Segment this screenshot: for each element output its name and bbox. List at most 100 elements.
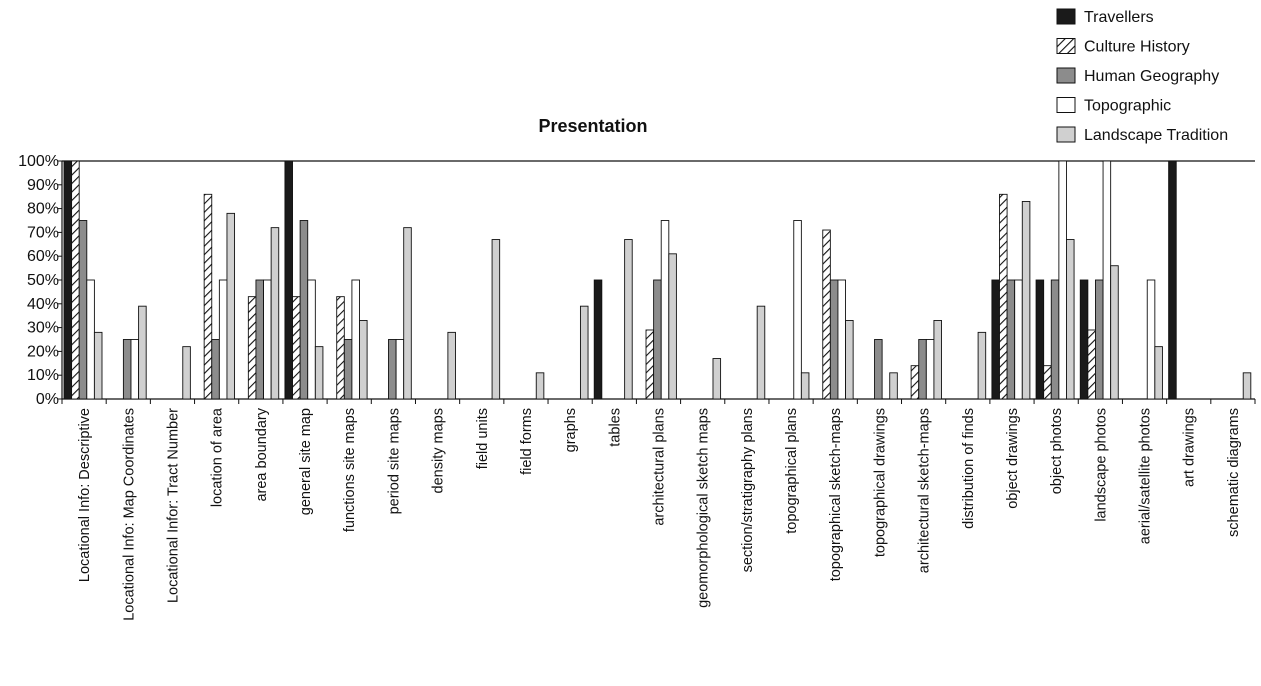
category-label: distribution of finds (961, 408, 977, 529)
bar-landscape-tradition (579, 305, 589, 400)
bar-human-geography (1095, 279, 1104, 400)
bar-landscape-tradition (403, 227, 412, 400)
y-axis-tick-labels: 0% 10% 20% 30% 40% 50% 60% 70% 80% 90% 100% (18, 153, 59, 408)
category-label: Locational Info: Descriptive (77, 408, 93, 582)
bar-culture-history (292, 296, 301, 400)
legend-label: Travellers (1084, 9, 1154, 26)
bar-topographic (130, 339, 140, 400)
category-label: location of area (210, 407, 226, 507)
bar-landscape-tradition (93, 331, 103, 400)
bar-culture-history (999, 193, 1008, 400)
legend-swatch (1056, 67, 1076, 84)
legend-label: Human Geography (1084, 68, 1219, 85)
category-label: topographical sketch-maps (828, 408, 844, 581)
category-label: topographical plans (784, 408, 800, 534)
bar-landscape-tradition (1066, 239, 1075, 400)
bar-human-geography (388, 339, 397, 400)
category-labels: Locational Info: Descriptive Locational I… (77, 407, 1242, 621)
bar-topographic (395, 339, 405, 400)
category-label: area boundary (254, 407, 270, 501)
bar-human-geography (211, 339, 220, 400)
category-label: object drawings (1005, 408, 1021, 509)
bar-human-geography (255, 279, 264, 400)
bar-landscape-tradition (624, 239, 633, 400)
category-label: tables (607, 408, 623, 447)
category-label: field units (475, 408, 491, 469)
legend: Travellers Culture History Human Geography… (1056, 8, 1228, 144)
legend-swatch (1056, 8, 1076, 25)
bar-culture-history (336, 296, 345, 400)
bar-topographic (793, 220, 802, 400)
legend-label: Landscape Tradition (1084, 127, 1228, 144)
legend-swatch (1056, 126, 1076, 143)
bar-landscape-tradition (977, 331, 987, 400)
bar-travellers (1168, 160, 1177, 400)
y-tick-label: 20% (27, 343, 59, 360)
category-label: art drawings (1182, 408, 1198, 487)
category-label: section/stratigraphy plans (740, 408, 756, 572)
chart-title: Presentation (538, 116, 647, 136)
y-tick-label: 90% (27, 177, 59, 194)
bar-landscape-tradition (668, 253, 677, 400)
legend-label: Topographic (1084, 98, 1171, 115)
bar-culture-history (247, 296, 257, 400)
y-tick-label: 70% (27, 224, 59, 241)
category-label: field forms (519, 408, 535, 475)
bar-travellers (593, 279, 603, 400)
category-label: architectural plans (652, 408, 668, 526)
y-tick-label: 80% (27, 201, 59, 218)
bar-landscape-tradition (1021, 201, 1031, 400)
bar-landscape-tradition (491, 239, 501, 400)
bar-topographic (660, 220, 670, 400)
bar-human-geography (1050, 279, 1060, 400)
category-label: functions site maps (342, 408, 358, 532)
category-label: architectural sketch-maps (917, 408, 933, 573)
bar-landscape-tradition (447, 331, 456, 400)
bar-landscape-tradition (845, 320, 854, 400)
bar-culture-history (1087, 329, 1096, 400)
bar-human-geography (1006, 279, 1016, 400)
bar-topographic (86, 279, 95, 400)
legend-label: Culture History (1084, 39, 1190, 56)
bar-culture-history (71, 160, 80, 400)
category-label: graphs (563, 408, 579, 452)
bar-topographic (1014, 279, 1023, 400)
bar-human-geography (653, 279, 662, 400)
legend-swatch (1056, 97, 1076, 113)
category-label: general site map (298, 408, 314, 515)
y-tick-label: 50% (27, 272, 59, 289)
bar-culture-history (1043, 365, 1052, 400)
bar-landscape-tradition (359, 320, 368, 400)
bar-landscape-tradition (800, 372, 810, 400)
bar-culture-history (910, 365, 920, 400)
bar-topographic (1146, 279, 1156, 400)
bar-landscape-tradition (535, 372, 545, 400)
category-label: aerial/satellite photos (1138, 408, 1154, 544)
category-label: object photos (1049, 408, 1065, 494)
y-tick-label: 40% (27, 296, 59, 313)
bar-culture-history (203, 193, 213, 400)
bar-landscape-tradition (314, 346, 324, 400)
bar-landscape-tradition (270, 227, 280, 400)
bar-topographic (263, 279, 272, 400)
bar-human-geography (122, 339, 132, 400)
bar-landscape-tradition (933, 320, 942, 400)
bars (63, 160, 1252, 400)
bar-travellers (63, 160, 73, 400)
bar-landscape-tradition (889, 372, 898, 400)
bar-culture-history (645, 329, 655, 400)
bar-topographic (307, 279, 316, 400)
bar-landscape-tradition (756, 305, 766, 400)
bar-landscape-tradition (1110, 265, 1119, 400)
category-label: geomorphological sketch maps (696, 408, 712, 608)
bar-travellers (284, 160, 293, 400)
bar-human-geography (874, 339, 883, 400)
bar-topographic (837, 279, 847, 400)
bar-topographic (925, 339, 935, 400)
y-tick-label: 0% (36, 391, 59, 408)
category-label: Locational Infor: Tract Number (165, 408, 181, 603)
category-label: schematic diagrams (1226, 408, 1242, 537)
bar-human-geography (918, 339, 927, 400)
y-tick-label: 30% (27, 320, 59, 337)
category-label: Locational Info: Map Coordinates (121, 408, 137, 621)
